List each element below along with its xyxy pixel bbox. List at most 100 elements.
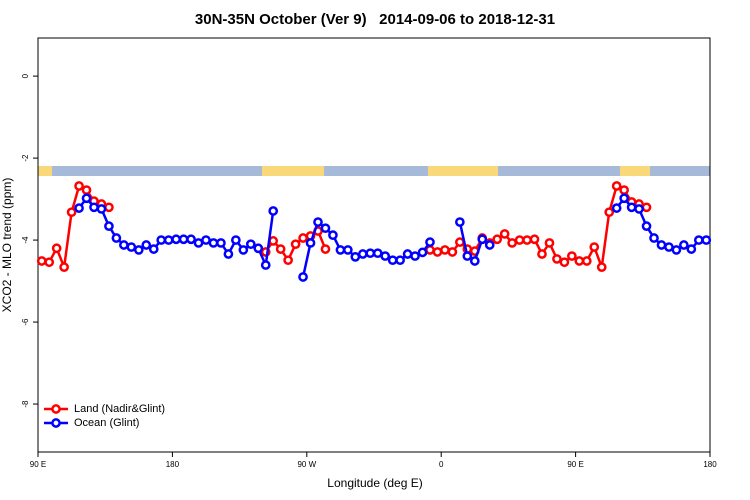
- data-point: [320, 223, 331, 234]
- chart-title: 30N-35N October (Ver 9) 2014-09-06 to 20…: [195, 11, 555, 28]
- data-point: [619, 185, 629, 195]
- legend-marker: [51, 404, 61, 414]
- data-point: [514, 235, 525, 245]
- data-point: [208, 238, 219, 248]
- data-point: [522, 235, 532, 245]
- data-point: [343, 245, 353, 255]
- data-point: [671, 245, 682, 255]
- data-point: [245, 239, 256, 250]
- x-tick-label: 90 W: [297, 460, 316, 469]
- data-point: [74, 181, 84, 191]
- data-point: [686, 244, 697, 254]
- data-point: [581, 256, 592, 266]
- data-point: [410, 251, 420, 261]
- data-point: [335, 245, 346, 255]
- data-point: [313, 217, 323, 227]
- data-point: [544, 238, 555, 248]
- data-point: [81, 193, 92, 204]
- data-point: [596, 262, 607, 272]
- data-point: [701, 235, 712, 245]
- y-tick-label: -8: [21, 400, 30, 408]
- data-point: [365, 248, 376, 259]
- data-point: [455, 237, 465, 247]
- legend-marker: [51, 418, 61, 428]
- data-point: [641, 221, 652, 231]
- land-mask: [38, 166, 710, 176]
- data-point: [387, 255, 398, 266]
- data-point: [380, 251, 391, 261]
- x-tick-label: 180: [166, 460, 180, 469]
- land-strip: [262, 166, 324, 176]
- x-axis-label: Longitude (deg E): [327, 476, 422, 490]
- ocean-strip: [38, 166, 710, 176]
- data-point: [104, 202, 114, 213]
- data-point: [186, 234, 196, 245]
- data-point: [305, 238, 316, 248]
- x-tick-label: 90 E: [30, 460, 46, 469]
- data-point: [104, 221, 114, 231]
- data-point: [455, 217, 465, 227]
- x-tick-label: 180: [703, 460, 717, 469]
- data-point: [178, 234, 189, 245]
- land-strip: [620, 166, 650, 176]
- data-point: [216, 238, 226, 248]
- x-tick-label: 90 E: [567, 460, 583, 469]
- data-point: [574, 256, 585, 266]
- data-point: [223, 249, 234, 259]
- data-point: [611, 203, 622, 213]
- data-point: [499, 229, 510, 239]
- data-point: [529, 234, 540, 245]
- series: [74, 193, 712, 282]
- data-point: [634, 204, 644, 214]
- data-point: [395, 255, 405, 266]
- data-point: [193, 238, 204, 248]
- data-point: [275, 244, 286, 254]
- data-point: [507, 238, 517, 248]
- data-point: [664, 242, 674, 252]
- data-point: [641, 202, 652, 213]
- data-point: [141, 240, 152, 250]
- data-point: [567, 251, 577, 261]
- data-point: [320, 244, 331, 254]
- data-point: [238, 245, 249, 255]
- data-point: [156, 235, 167, 245]
- series: [36, 181, 652, 273]
- data-point: [36, 256, 47, 266]
- data-point: [484, 240, 495, 250]
- data-point: [290, 239, 301, 250]
- data-point: [462, 251, 473, 261]
- data-point: [66, 207, 77, 218]
- data-point: [372, 248, 383, 259]
- data-point: [268, 206, 279, 216]
- data-point: [51, 243, 62, 254]
- data-point: [469, 256, 480, 266]
- data-point: [298, 272, 308, 282]
- data-point: [119, 240, 129, 250]
- data-point: [298, 233, 308, 243]
- data-point: [679, 240, 689, 250]
- data-point: [283, 255, 293, 266]
- data-point: [477, 234, 488, 245]
- data-point: [357, 249, 368, 259]
- y-tick-label: -2: [21, 154, 30, 162]
- data-point: [559, 257, 570, 268]
- data-point: [611, 181, 622, 191]
- data-point: [693, 235, 704, 245]
- data-point: [171, 234, 181, 245]
- data-point: [417, 247, 428, 258]
- data-point: [350, 252, 361, 262]
- land-strip: [38, 166, 52, 176]
- data-point: [253, 243, 264, 254]
- data-point: [432, 247, 443, 257]
- y-axis-label: XCO2 - MLO trend (ppm): [0, 178, 14, 313]
- y-tick-label: -4: [21, 236, 30, 244]
- data-point: [260, 260, 271, 270]
- legend-label: Land (Nadir&Glint): [74, 403, 165, 415]
- data-point: [425, 237, 435, 247]
- data-point: [626, 202, 637, 213]
- data-point: [96, 204, 107, 214]
- data-point: [148, 244, 159, 254]
- data-point: [111, 233, 122, 243]
- data-point: [552, 254, 562, 264]
